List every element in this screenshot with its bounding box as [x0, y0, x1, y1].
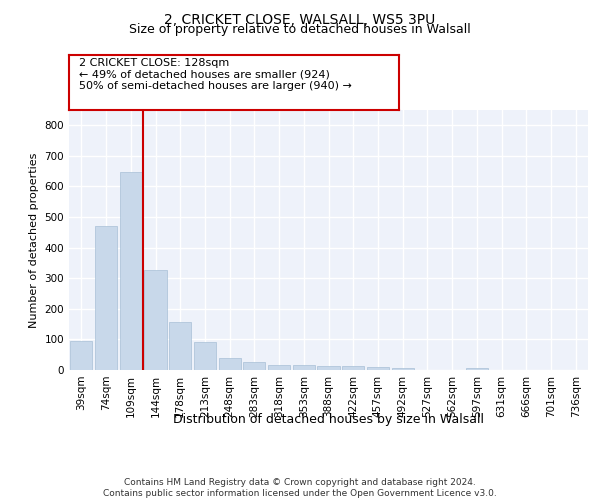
Bar	[466, 368, 488, 370]
Bar	[95, 226, 117, 370]
Text: 2, CRICKET CLOSE, WALSALL, WS5 3PU: 2, CRICKET CLOSE, WALSALL, WS5 3PU	[164, 12, 436, 26]
Bar	[145, 270, 167, 370]
Bar	[367, 367, 389, 370]
Text: Size of property relative to detached houses in Walsall: Size of property relative to detached ho…	[129, 22, 471, 36]
Text: Distribution of detached houses by size in Walsall: Distribution of detached houses by size …	[173, 412, 484, 426]
Text: Contains HM Land Registry data © Crown copyright and database right 2024.
Contai: Contains HM Land Registry data © Crown c…	[103, 478, 497, 498]
Bar	[342, 366, 364, 370]
Bar	[317, 366, 340, 370]
Bar	[119, 172, 142, 370]
Bar	[169, 322, 191, 370]
Text: 2 CRICKET CLOSE: 128sqm
← 49% of detached houses are smaller (924)
50% of semi-d: 2 CRICKET CLOSE: 128sqm ← 49% of detache…	[79, 58, 352, 91]
Bar	[268, 365, 290, 370]
Bar	[392, 368, 414, 370]
Y-axis label: Number of detached properties: Number of detached properties	[29, 152, 39, 328]
Bar	[194, 342, 216, 370]
Bar	[70, 341, 92, 370]
Bar	[218, 358, 241, 370]
Bar	[293, 365, 315, 370]
Bar	[243, 362, 265, 370]
